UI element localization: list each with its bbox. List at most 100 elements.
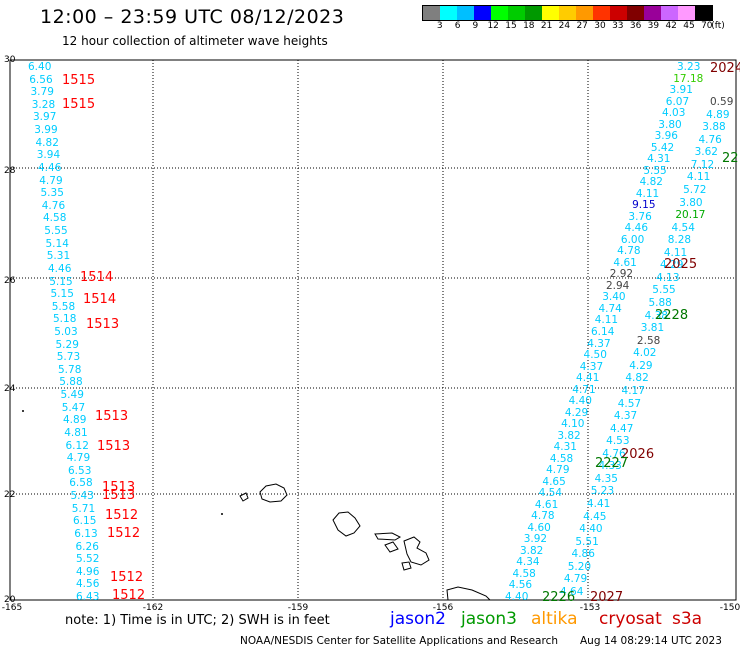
track-time-label: 2026	[621, 447, 655, 462]
colorbar-swatch	[508, 6, 525, 20]
wave-height-value: 4.54	[671, 221, 695, 234]
wave-height-value: 3.80	[658, 118, 682, 131]
colorbar-swatch	[423, 6, 440, 20]
wave-height-value: 4.11	[663, 246, 688, 259]
colorbar-label: 30	[594, 21, 606, 31]
wave-height-value: 5.71	[71, 502, 96, 515]
lat-tick-label: 20	[4, 595, 16, 605]
wave-height-value: 5.49	[60, 389, 84, 402]
wave-height-value: 3.99	[34, 124, 58, 137]
wave-height-value: 6.53	[68, 464, 92, 477]
wave-height-value: 5.03	[54, 326, 78, 338]
wave-height-value: 4.40	[568, 395, 592, 408]
colorbar-swatch	[593, 6, 610, 20]
track-time-label: 1513	[97, 439, 131, 454]
colorbar-label: 24	[558, 21, 571, 31]
colorbar-swatch	[661, 6, 678, 20]
track-time-label: 1512	[110, 570, 144, 585]
colorbar-label: 6	[454, 21, 461, 31]
wave-height-value: 4.60	[527, 521, 551, 534]
map-frame	[9, 59, 737, 601]
wave-height-value: 6.14	[591, 326, 615, 338]
wave-height-value: 3.80	[679, 196, 703, 209]
track-time-label: 1512	[107, 526, 141, 541]
colorbar-label: 45	[683, 21, 695, 31]
wave-height-value: 4.57	[617, 397, 642, 410]
wave-height-value: 4.31	[647, 153, 671, 166]
wave-height-value: 4.61	[534, 498, 559, 511]
wave-height-value: 5.23	[590, 485, 615, 498]
colorbar-label: 39	[647, 21, 660, 31]
satellite-legend-item: cryosat	[599, 609, 662, 629]
wave-height-value: 4.79	[546, 464, 570, 477]
wave-height-value: 4.37	[613, 410, 638, 423]
wave-height-value: 4.79	[39, 174, 63, 187]
wave-height-value: 3.28	[31, 98, 56, 111]
wave-height-value: 4.65	[542, 475, 566, 488]
wave-height-value: 5.15	[49, 275, 73, 288]
colorbar-label: 33	[612, 21, 624, 31]
wave-height-value: 5.73	[56, 351, 81, 364]
wave-height-value: 4.31	[553, 441, 577, 454]
wave-height-value: 4.50	[583, 349, 607, 362]
wave-height-value: 4.89	[706, 108, 730, 121]
track-time-label: 22	[722, 151, 739, 166]
wave-height-value: 4.82	[625, 372, 649, 385]
track-time-label: 2226	[542, 590, 576, 605]
lon-tick-label: -159	[287, 603, 309, 613]
wave-height-value: 9.15	[632, 199, 656, 212]
wave-height-value: 4.40	[505, 591, 529, 603]
wave-height-value: 3.62	[694, 146, 718, 159]
satellite-legend-item: jason3	[461, 609, 517, 629]
lon-tick-label: -165	[1, 603, 23, 613]
colorbar-label: 70	[701, 21, 713, 31]
wave-height-value: 4.76	[41, 199, 66, 212]
map-title: 12:00 – 23:59 UTC 08/12/2023	[40, 6, 345, 28]
wave-height-value: 17.18	[673, 72, 704, 85]
wave-height-value: 3.82	[519, 544, 544, 557]
niihau-island	[239, 492, 249, 502]
wave-height-value: 4.38	[644, 309, 668, 322]
wave-height-value: 3.76	[628, 210, 652, 223]
colorbar-swatch	[627, 6, 644, 20]
wave-height-value: 3.79	[30, 86, 54, 99]
wave-height-value: 4.79	[563, 573, 588, 586]
wave-height-value: 6.26	[75, 540, 99, 553]
wave-height-value: 4.35	[594, 472, 618, 485]
wave-height-value: 5.20	[567, 560, 592, 573]
big-island	[446, 586, 492, 601]
wave-height-value: 4.03	[662, 107, 686, 120]
wave-height-value: 4.11	[635, 187, 660, 200]
wave-height-value: 2.92	[609, 268, 634, 281]
colorbar-swatch	[491, 6, 508, 20]
wave-height-value: 5.42	[650, 141, 675, 154]
wave-height-value: 5.29	[55, 338, 79, 351]
colorbar-swatch	[457, 6, 474, 20]
wave-height-value: 6.15	[73, 515, 97, 528]
lon-tick-label: -162	[142, 603, 164, 613]
colorbar-label: 42	[665, 21, 677, 31]
track-time-label: 1513	[95, 409, 129, 424]
lat-tick-label: 28	[4, 166, 16, 176]
wave-height-value: 4.76	[602, 447, 626, 460]
wave-height-value: 2.94	[605, 279, 630, 292]
colorbar-swatch	[644, 6, 661, 20]
wave-height-value: 4.78	[531, 510, 555, 523]
wave-height-value: 4.82	[639, 176, 663, 189]
wave-height-value: 4.86	[571, 548, 595, 561]
wave-height-value: 4.58	[43, 212, 67, 225]
kahoolawe-island	[401, 561, 412, 571]
track-time-label: 1513	[86, 317, 120, 332]
wave-height-value: 4.61	[613, 256, 637, 269]
wave-height-value: 4.78	[617, 245, 641, 258]
colorbar-label: 12	[487, 21, 499, 31]
wave-height-value: 4.46	[38, 161, 62, 174]
wave-height-value: 4.71	[572, 383, 596, 396]
wave-height-value: 4.40	[579, 523, 603, 536]
lat-tick-label: 24	[4, 384, 16, 394]
track-time-label: 1515	[62, 73, 96, 88]
molokai-island	[374, 532, 402, 541]
wave-height-value: 4.58	[512, 567, 536, 580]
wave-height-value: 4.81	[64, 426, 88, 439]
